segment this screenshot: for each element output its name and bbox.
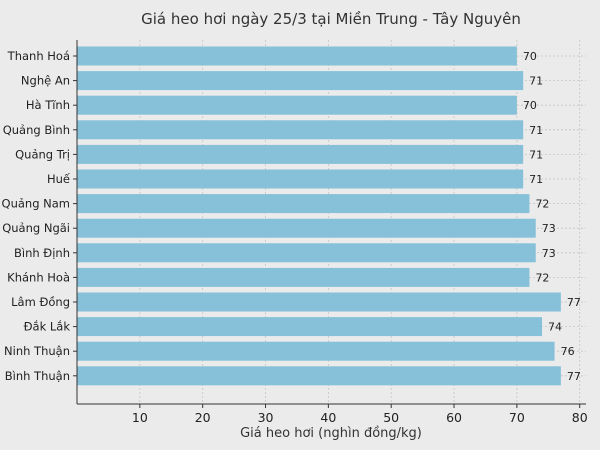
y-tick-label: Hà Tĩnh xyxy=(26,98,70,112)
data-label: 76 xyxy=(561,345,575,358)
x-tick-label: 70 xyxy=(509,410,525,425)
y-tick-label: Ninh Thuận xyxy=(4,344,70,358)
x-tick-label: 20 xyxy=(195,410,211,425)
data-label: 73 xyxy=(542,247,556,260)
y-tick-label: Lâm Đồng xyxy=(11,295,70,309)
bars xyxy=(77,46,561,386)
bar xyxy=(77,243,536,263)
x-tick-label: 50 xyxy=(383,410,399,425)
chart-title: Giá heo hơi ngày 25/3 tại Miền Trung - T… xyxy=(141,10,521,28)
data-label: 77 xyxy=(567,296,581,309)
bar xyxy=(77,46,517,66)
x-axis-label: Giá heo hơi (nghìn đồng/kg) xyxy=(240,426,422,441)
x-tick-label: 30 xyxy=(258,410,274,425)
axes xyxy=(73,40,586,408)
y-tick-label: Đắk Lắk xyxy=(24,320,71,334)
data-label: 71 xyxy=(529,124,543,137)
data-label: 74 xyxy=(548,321,562,334)
data-label: 72 xyxy=(535,198,549,211)
data-label: 77 xyxy=(567,370,581,383)
y-tick-label: Quảng Nam xyxy=(2,197,70,211)
bar xyxy=(77,317,543,337)
bar xyxy=(77,292,561,312)
x-tick-label: 60 xyxy=(446,410,462,425)
y-tick-label: Khánh Hoà xyxy=(7,270,70,284)
data-label: 70 xyxy=(523,99,537,112)
x-tick-label: 80 xyxy=(572,410,588,425)
bar xyxy=(77,144,524,164)
data-label: 72 xyxy=(535,271,549,284)
bar xyxy=(77,218,536,238)
data-label: 70 xyxy=(523,50,537,63)
x-tick-label: 10 xyxy=(132,410,148,425)
bar xyxy=(77,341,555,361)
y-tick-label: Bình Thuận xyxy=(5,369,70,383)
bar xyxy=(77,366,561,386)
y-tick-label: Nghệ An xyxy=(21,74,70,88)
data-label: 71 xyxy=(529,75,543,88)
bar xyxy=(77,169,524,189)
y-tick-label: Thanh Hoá xyxy=(7,49,70,63)
y-tick-label: Quảng Ngãi xyxy=(2,221,70,235)
labels: 10 20 30 40 50 60 70 80 Thanh Hoá 70 Nghệ An 71 Hà T… xyxy=(2,49,588,425)
bar xyxy=(77,194,530,214)
x-tick-label: 40 xyxy=(320,410,336,425)
data-label: 71 xyxy=(529,148,543,161)
bar xyxy=(77,95,517,115)
y-tick-label: Quảng Trị xyxy=(15,147,70,161)
y-tick-label: Bình Định xyxy=(14,246,70,260)
bar xyxy=(77,120,524,140)
data-label: 71 xyxy=(529,173,543,186)
data-label: 73 xyxy=(542,222,556,235)
y-tick-label: Quảng Bình xyxy=(3,123,70,137)
y-tick-label: Huế xyxy=(47,172,71,186)
bar xyxy=(77,267,530,287)
bar xyxy=(77,71,524,91)
